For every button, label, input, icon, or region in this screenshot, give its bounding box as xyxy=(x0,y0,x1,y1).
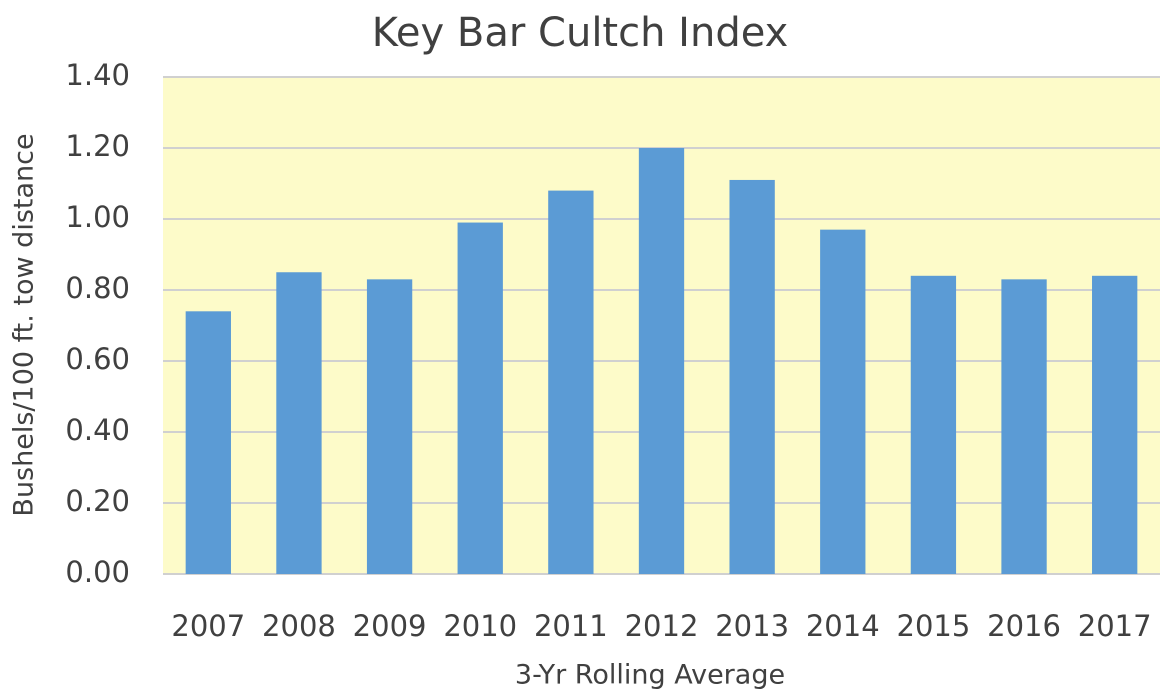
bar xyxy=(1092,275,1138,574)
bar xyxy=(548,190,594,574)
x-axis-title: 3-Yr Rolling Average xyxy=(515,660,785,691)
bar xyxy=(638,148,685,574)
bar xyxy=(185,311,231,574)
x-tick-label: 2014 xyxy=(806,609,880,643)
bar xyxy=(1001,279,1047,574)
bar xyxy=(820,229,866,574)
y-tick-label: 0.80 xyxy=(65,271,130,305)
bar xyxy=(457,222,503,575)
x-tick-label: 2008 xyxy=(262,609,336,643)
x-tick-label: 2007 xyxy=(171,609,245,643)
y-tick-label: 0.20 xyxy=(65,484,130,518)
y-axis-title: Bushels/100 ft. tow distance xyxy=(9,133,40,516)
x-tick-label: 2015 xyxy=(897,609,971,643)
x-tick-label: 2013 xyxy=(715,609,789,643)
bar xyxy=(276,272,322,574)
y-tick-label: 0.40 xyxy=(65,413,130,447)
y-tick-label: 0.60 xyxy=(65,342,130,376)
x-tick-label: 2010 xyxy=(443,609,517,643)
x-tick-label: 2016 xyxy=(987,609,1061,643)
x-tick-label: 2009 xyxy=(353,609,427,643)
chart-title: Key Bar Cultch Index xyxy=(372,10,789,56)
y-tick-label: 1.20 xyxy=(65,129,130,163)
y-tick-label: 0.00 xyxy=(65,555,130,589)
x-tick-label: 2017 xyxy=(1078,609,1152,643)
y-tick-label: 1.00 xyxy=(65,200,130,234)
bar xyxy=(729,179,775,574)
x-tick-label: 2011 xyxy=(534,609,608,643)
bar xyxy=(910,275,957,574)
bar xyxy=(366,279,413,574)
x-tick-label: 2012 xyxy=(625,609,699,643)
y-tick-label: 1.40 xyxy=(65,58,130,92)
